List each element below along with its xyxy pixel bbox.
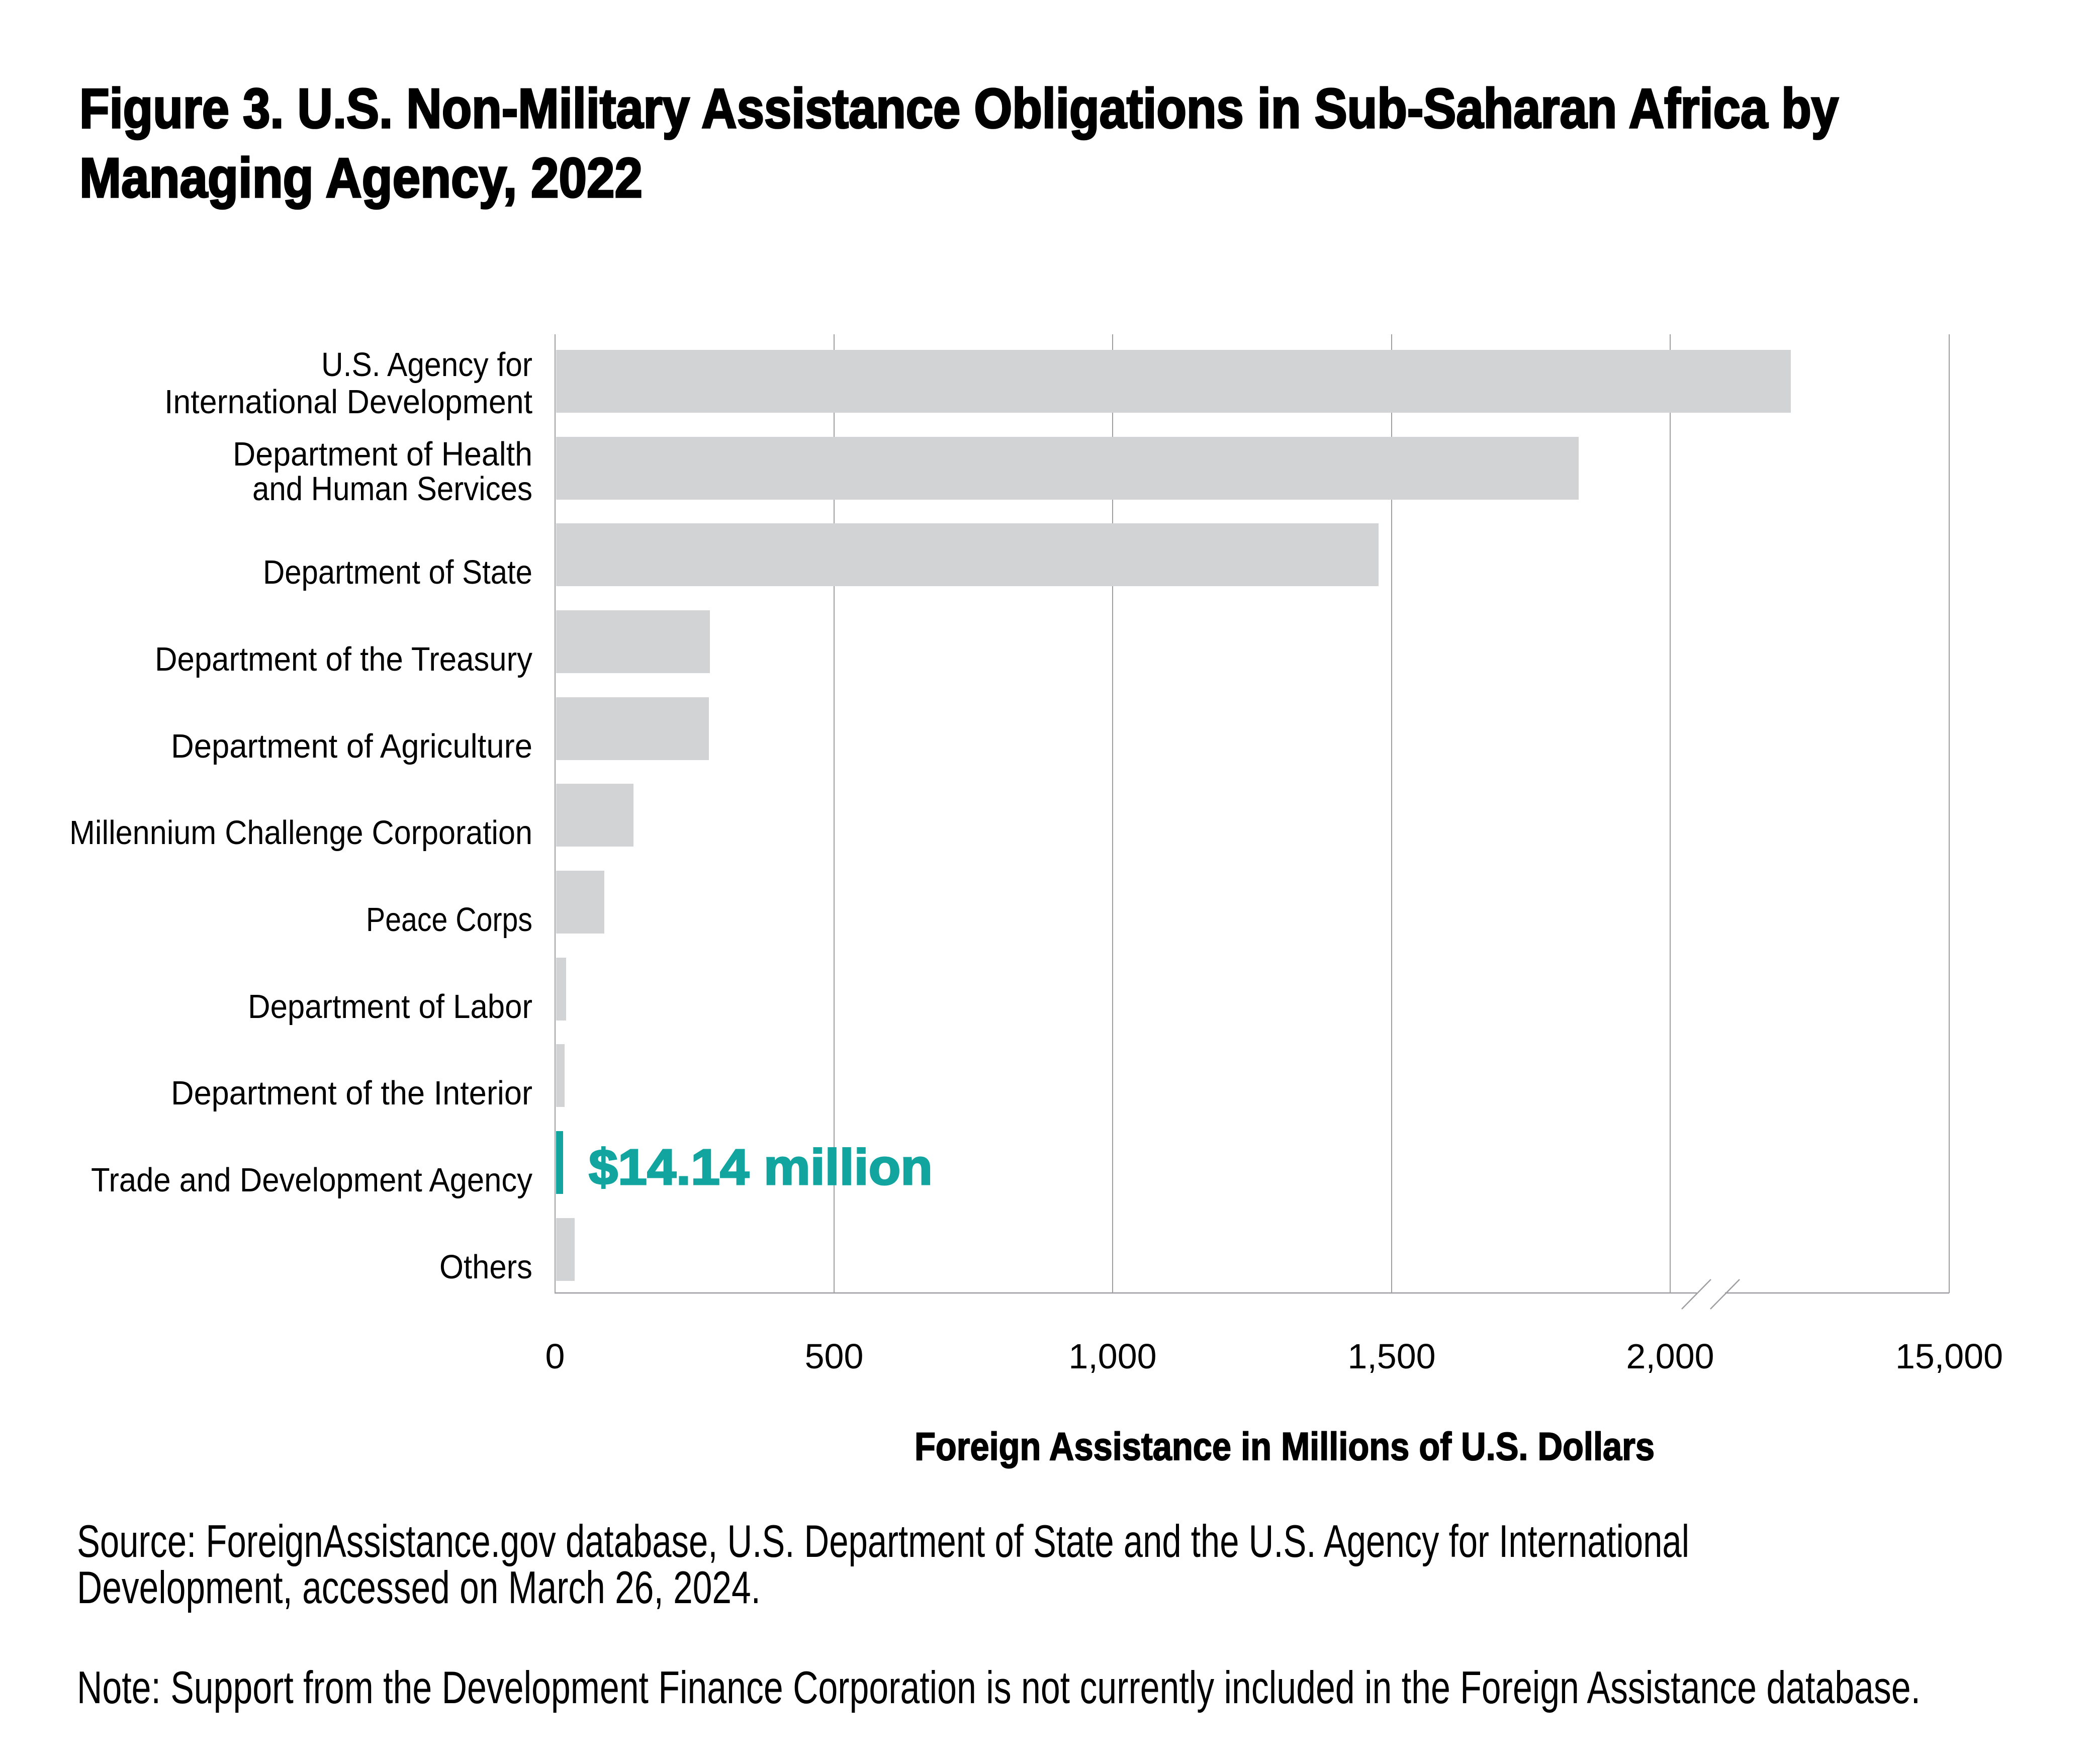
svg-text:and Human Services: and Human Services: [252, 470, 532, 508]
svg-text:International Development: International Development: [164, 383, 532, 421]
svg-text:Millennium Challenge Corporati: Millennium Challenge Corporation: [69, 814, 532, 852]
svg-text:Department of Health: Department of Health: [233, 435, 532, 473]
svg-text:2,000: 2,000: [1626, 1337, 1714, 1376]
svg-text:Note: Support from the Develop: Note: Support from the Development Finan…: [77, 1662, 1921, 1713]
svg-text:1,000: 1,000: [1068, 1337, 1156, 1376]
svg-text:Foreign Assistance in Millions: Foreign Assistance in Millions of U.S. D…: [915, 1424, 1655, 1468]
svg-text:Department of Labor: Department of Labor: [248, 988, 532, 1026]
svg-text:1,500: 1,500: [1347, 1337, 1435, 1376]
svg-text:Others: Others: [439, 1248, 532, 1286]
svg-text:Department of the Treasury: Department of the Treasury: [155, 640, 532, 678]
svg-text:500: 500: [805, 1337, 864, 1376]
svg-text:Department of State: Department of State: [263, 553, 532, 591]
svg-text:Figure 3. U.S. Non-Military As: Figure 3. U.S. Non-Military Assistance O…: [79, 77, 1839, 140]
svg-text:Source: ForeignAssistance.gov: Source: ForeignAssistance.gov database, …: [77, 1516, 1689, 1567]
svg-text:Department of Agriculture: Department of Agriculture: [171, 727, 532, 765]
svg-text:Department of the Interior: Department of the Interior: [171, 1074, 532, 1112]
svg-text:Managing Agency, 2022: Managing Agency, 2022: [79, 147, 643, 209]
svg-text:$14.14 million: $14.14 million: [589, 1139, 933, 1195]
svg-text:Peace Corps: Peace Corps: [366, 901, 532, 939]
svg-text:0: 0: [545, 1337, 565, 1376]
svg-text:Development, accessed on March: Development, accessed on March 26, 2024.: [77, 1562, 761, 1613]
svg-text:U.S. Agency for: U.S. Agency for: [321, 346, 532, 384]
svg-text:Trade and Development Agency: Trade and Development Agency: [91, 1161, 532, 1199]
svg-text:15,000: 15,000: [1895, 1337, 2003, 1376]
